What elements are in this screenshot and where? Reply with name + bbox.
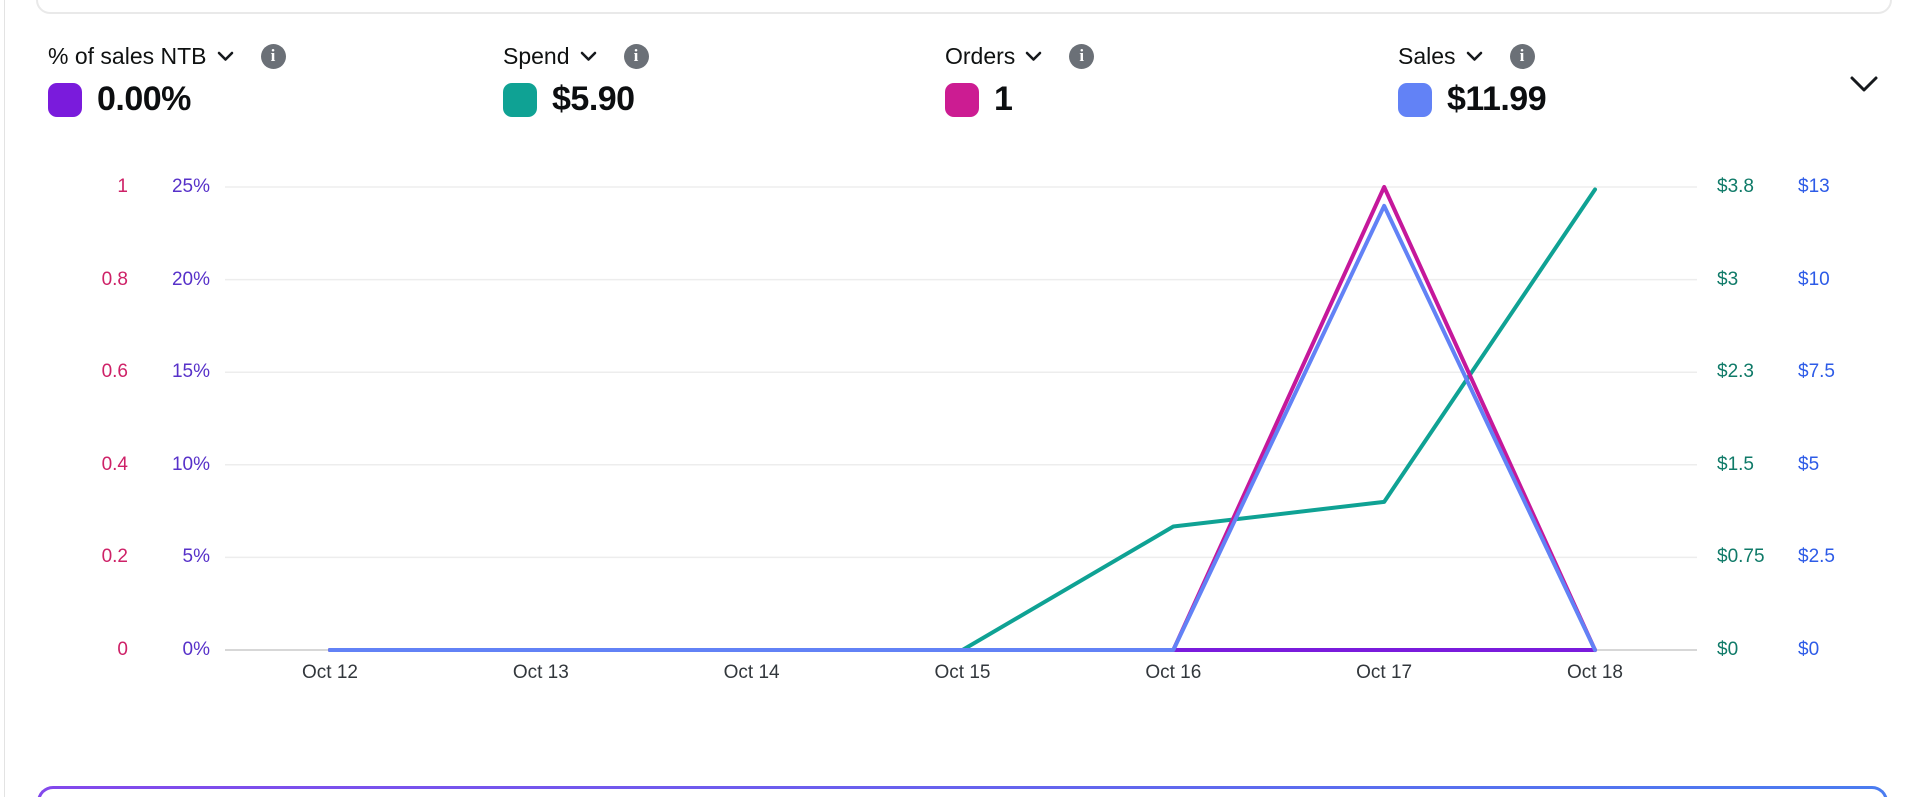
pct-axis-tick: 10% [171, 453, 210, 475]
chevron-down-icon [1850, 76, 1878, 91]
info-icon[interactable]: i [1509, 43, 1535, 69]
orders-axis-tick: 0.6 [101, 361, 128, 383]
page-left-divider [4, 0, 5, 797]
sales-axis-tick: $10 [1798, 268, 1830, 290]
x-axis-date-label: Oct 12 [302, 662, 358, 683]
chevron-down-icon[interactable] [580, 51, 597, 62]
spend-axis-tick: $0 [1717, 639, 1739, 660]
metric-orders: Orders i 1 [945, 42, 1095, 119]
pct-axis-tick: 0% [182, 639, 210, 660]
series-line-sales [328, 203, 1597, 652]
series-line-orders [328, 185, 1597, 652]
collapse-panel-button[interactable] [1842, 70, 1886, 100]
x-axis-date-label: Oct 17 [1356, 662, 1413, 683]
chevron-down-icon[interactable] [217, 51, 234, 62]
next-card-top-edge [37, 786, 1888, 797]
spend-axis-tick: $3 [1717, 268, 1739, 290]
metric-sales: Sales i $11.99 [1398, 42, 1547, 119]
spend-axis-tick: $3.8 [1717, 176, 1754, 197]
metric-value: $11.99 [1447, 80, 1547, 118]
metric-color-swatch [503, 82, 537, 117]
metric-pct-of-sales-ntb: % of sales NTB i 0.00% [48, 42, 286, 119]
sales-axis-tick: $0 [1798, 639, 1820, 660]
info-icon[interactable]: i [623, 43, 649, 69]
x-axis-date-label: Oct 16 [1145, 662, 1202, 683]
next-card-surface [40, 789, 1885, 797]
info-icon[interactable]: i [260, 43, 286, 69]
metric-dropdown-label[interactable]: Spend [503, 42, 570, 69]
orders-axis-tick: 0 [117, 639, 128, 660]
spend-axis-tick: $1.5 [1717, 453, 1754, 475]
metric-color-swatch [945, 82, 979, 117]
sales-axis-tick: $2.5 [1798, 546, 1835, 568]
orders-axis-tick: 0.2 [101, 546, 128, 568]
sales-axis-tick: $7.5 [1798, 361, 1835, 383]
orders-axis-tick: 0.4 [101, 453, 128, 475]
info-icon[interactable]: i [1069, 43, 1095, 69]
chevron-down-icon[interactable] [1025, 51, 1042, 62]
spend-axis-tick: $2.3 [1717, 361, 1754, 383]
x-axis-date-label: Oct 15 [934, 662, 991, 683]
metric-value: 0.00% [97, 80, 191, 118]
metric-dropdown-label[interactable]: Orders [945, 42, 1016, 69]
metric-value: 1 [994, 80, 1013, 118]
pct-axis-tick: 15% [171, 361, 210, 383]
chevron-down-icon[interactable] [1466, 51, 1483, 62]
metric-color-swatch [48, 82, 82, 117]
pct-axis-tick: 5% [182, 546, 210, 568]
spend-axis-tick: $0.75 [1717, 546, 1765, 568]
metric-value: $5.90 [552, 80, 635, 118]
x-axis-date-label: Oct 13 [512, 662, 569, 683]
metric-dropdown-label[interactable]: Sales [1398, 42, 1456, 69]
metric-color-swatch [1398, 82, 1432, 117]
x-axis-date-label: Oct 18 [1567, 662, 1623, 683]
metric-spend: Spend i $5.90 [503, 42, 649, 119]
sales-axis-tick: $13 [1798, 176, 1830, 197]
pct-axis-tick: 20% [171, 268, 210, 290]
metric-dropdown-label[interactable]: % of sales NTB [48, 42, 207, 69]
x-axis-date-label: Oct 14 [723, 662, 780, 683]
sales-axis-tick: $5 [1798, 453, 1820, 475]
orders-axis-tick: 0.8 [101, 268, 128, 290]
pct-axis-tick: 25% [171, 176, 210, 197]
orders-axis-tick: 1 [117, 176, 128, 197]
series-line-spend [328, 187, 1597, 652]
